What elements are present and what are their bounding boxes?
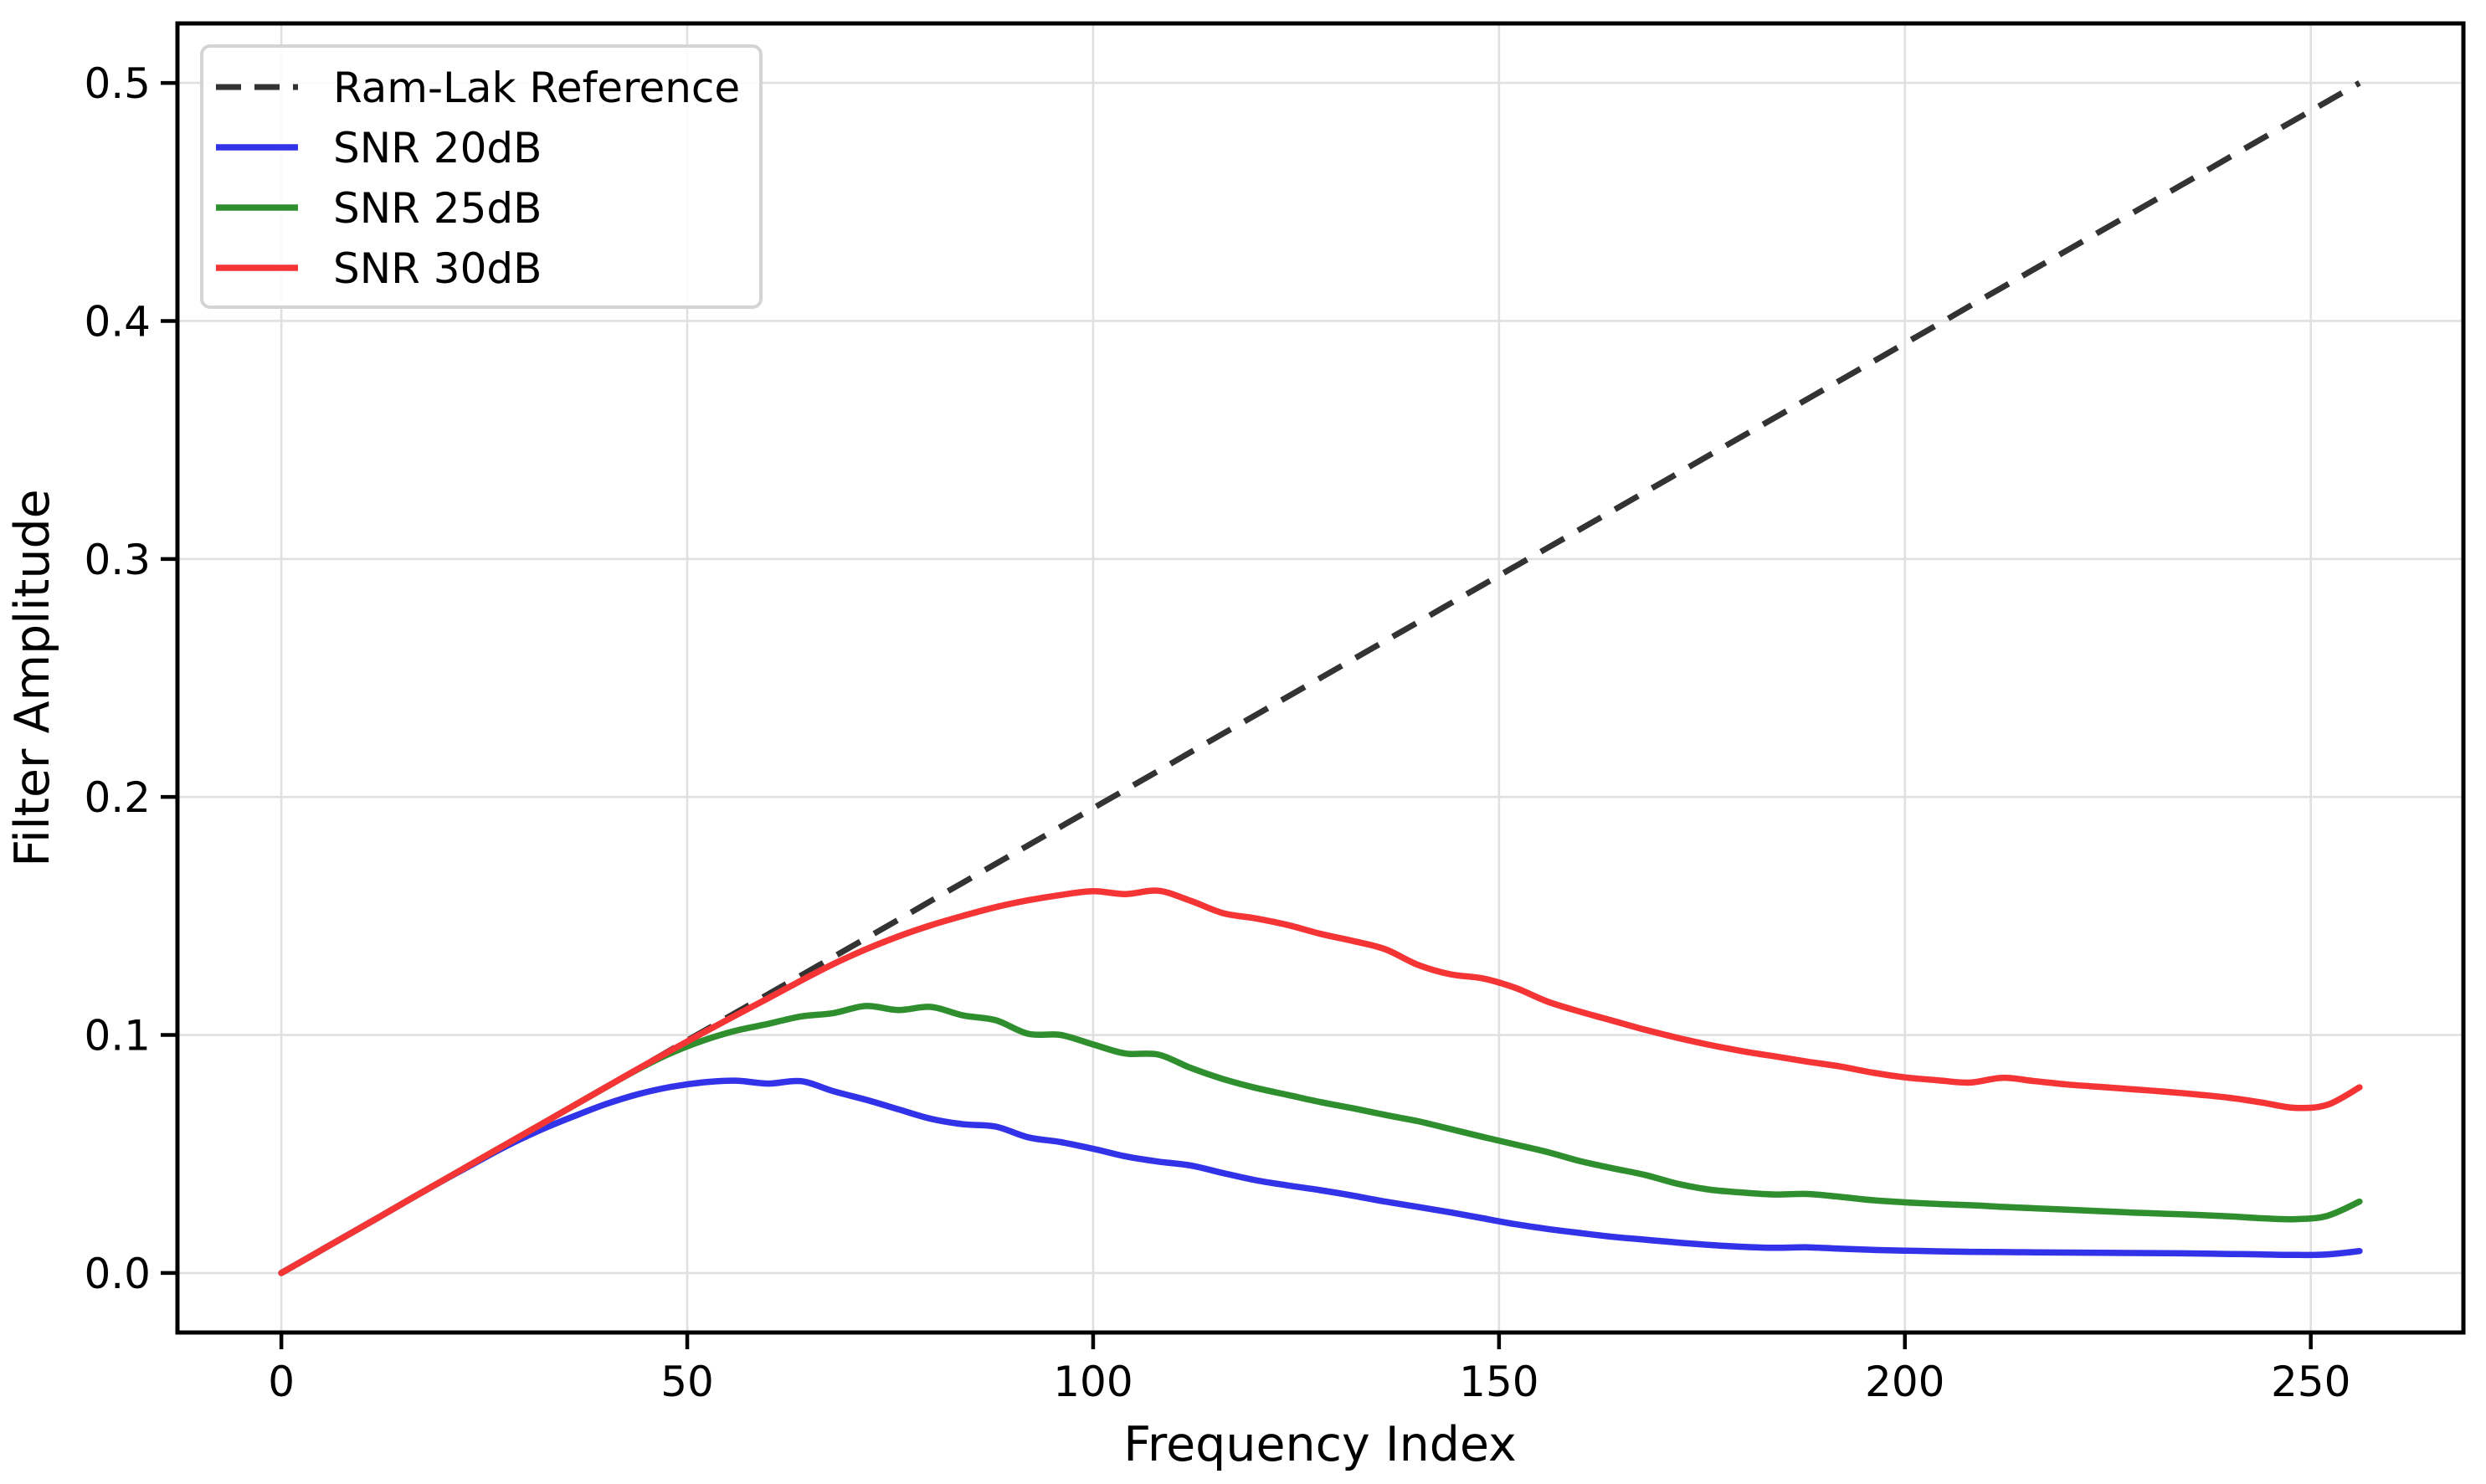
x-tick-label: 150 [1459,1358,1538,1406]
y-tick-label: 0.3 [84,536,151,584]
series-line-snr-30db [278,887,2363,1276]
curves [278,80,2363,1276]
legend-box [200,44,763,309]
legend-label: Ram-Lak Reference [333,64,740,112]
y-tick-label: 0.1 [84,1012,151,1060]
x-tick-label: 250 [2271,1358,2350,1406]
y-tick-label: 0.4 [84,297,151,346]
x-tick-label: 0 [268,1358,295,1406]
series-line-snr-25db [278,1003,2363,1276]
y-tick-label: 0.0 [84,1250,151,1298]
legend-label: SNR 20dB [333,124,542,172]
x-tick-label: 50 [660,1358,714,1406]
tick-labels: 0 50 100 150 200 250 0.0 0.1 0.2 0.3 0.4 0.5 [84,59,2350,1406]
plot-border [175,21,2466,1335]
x-tick-label: 100 [1053,1358,1133,1406]
y-axis-label: Filter Amplitude [5,489,60,866]
y-tick-label: 0.2 [84,773,151,822]
axes [161,21,2466,1349]
x-tick-label: 200 [1865,1358,1944,1406]
series-line-snr-20db [278,1077,2363,1276]
x-axis-label: Frequency Index [1123,1417,1517,1472]
legend-label: SNR 30dB [333,244,542,293]
legend-label: SNR 25dB [333,184,542,233]
y-tick-label: 0.5 [84,59,151,108]
legend: Ram-Lak Reference SNR 20dB SNR 25dB SNR 30d… [200,44,763,309]
